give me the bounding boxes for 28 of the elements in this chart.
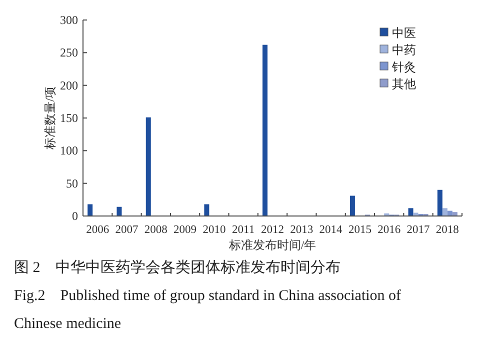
legend-label: 其他 — [392, 77, 416, 91]
legend-label: 中药 — [392, 43, 416, 57]
y-axis-title: 标准数量/项 — [43, 86, 57, 151]
x-tick-label: 2017 — [406, 224, 430, 236]
x-tick-label: 2008 — [144, 224, 168, 236]
y-tick-label: 300 — [60, 13, 78, 27]
x-tick-label: 2009 — [174, 224, 197, 236]
x-tick-label: 2010 — [202, 224, 226, 236]
y-tick-label: 50 — [66, 176, 78, 190]
x-tick-label: 2016 — [378, 224, 401, 236]
legend-label: 针灸 — [391, 60, 416, 74]
x-tick-label: 2011 — [232, 224, 255, 236]
caption: 图 2 中华中医药学会各类团体标准发布时间分布 — [14, 259, 340, 276]
x-tick-label: 2014 — [319, 224, 343, 236]
legend-label: 中医 — [392, 26, 416, 40]
caption: Fig.2 Published time of group standard in China association of Chinese medicine — [14, 288, 402, 332]
y-tick-label: 100 — [60, 144, 78, 158]
x-tick-label: 2018 — [436, 224, 460, 236]
x-tick-label: 2007 — [115, 224, 138, 236]
x-tick-label: 2012 — [261, 224, 284, 236]
x-tick-label: 2015 — [348, 224, 372, 236]
x-tick-label: 2013 — [290, 224, 314, 236]
y-tick-label: 0 — [72, 209, 78, 223]
y-tick-label: 250 — [60, 46, 78, 60]
x-tick-label: 2006 — [86, 224, 110, 236]
y-tick-label: 150 — [60, 111, 78, 125]
y-tick-label: 200 — [60, 78, 78, 92]
x-axis-title: 标准发布时间/年 — [228, 238, 316, 252]
